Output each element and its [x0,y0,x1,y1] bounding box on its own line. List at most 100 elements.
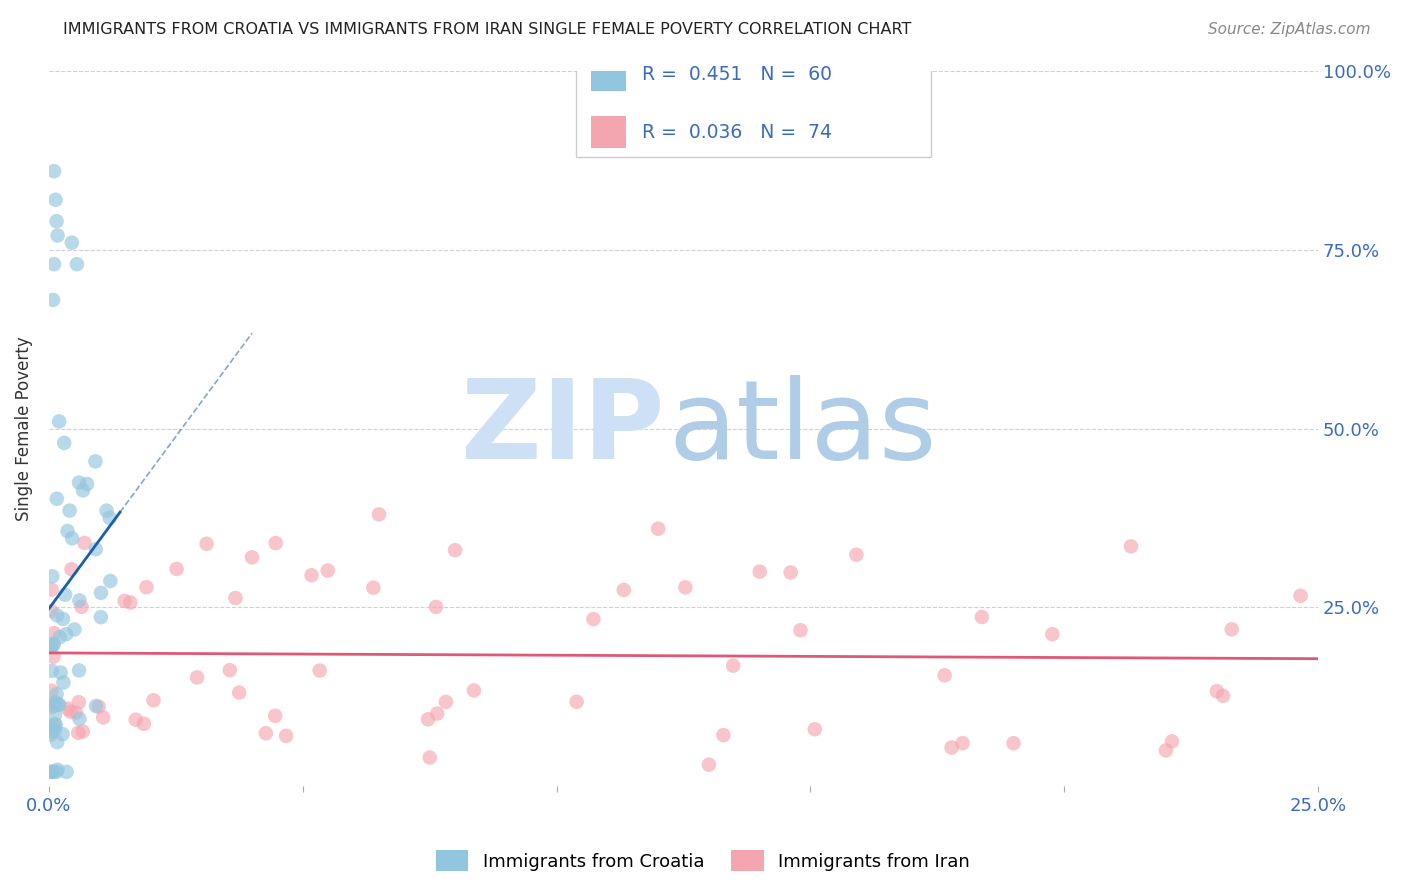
Point [42,764,65,779]
Point [98,511,121,525]
Point [434,695,457,709]
Point [970,610,993,624]
Point [44,698,66,713]
Point [264,708,287,723]
Point [84,542,107,557]
Point [39,640,62,654]
Point [72,724,94,739]
Point [59,503,82,517]
Point [463,683,485,698]
Point [90,610,112,624]
Point [1154,743,1177,757]
Point [41,700,63,714]
Point [166,562,188,576]
Point [132,716,155,731]
Point [59,705,82,719]
Point [1220,623,1243,637]
Point [1205,684,1227,698]
Point [42,164,65,178]
Point [76,477,98,491]
Point [565,695,588,709]
Point [721,658,744,673]
Point [186,670,208,684]
Point [934,668,956,682]
Point [254,726,277,740]
Point [56,524,79,538]
Text: R =  0.451   N =  60: R = 0.451 N = 60 [641,65,832,85]
Point [45,718,67,732]
Point [228,685,250,699]
Point [952,736,974,750]
Point [60,531,83,545]
Point [1161,734,1184,748]
Point [42,257,65,271]
Point [44,707,66,722]
Point [96,503,118,517]
Point [941,740,963,755]
Point [125,713,148,727]
Point [613,582,636,597]
Point [1289,589,1312,603]
Point [46,608,69,623]
Point [42,637,65,651]
Point [582,612,605,626]
Point [240,550,263,565]
Point [52,727,75,741]
Point [55,627,77,641]
Point [67,726,90,740]
Point [73,536,96,550]
Point [419,750,441,764]
Point [46,228,69,243]
Point [416,712,439,726]
Point [52,675,75,690]
Point [70,599,93,614]
Point [1119,540,1142,554]
Point [45,491,67,506]
Point [845,548,868,562]
Point [308,664,330,678]
Point [41,683,63,698]
Point [60,235,83,250]
Point [49,630,72,644]
Point [65,706,87,720]
Text: ZIP: ZIP [461,376,665,482]
Point [67,475,90,490]
Point [39,728,62,742]
Point [224,591,246,605]
Point [55,764,77,779]
FancyBboxPatch shape [591,116,627,148]
Point [42,293,65,307]
Point [46,763,69,777]
Text: Source: ZipAtlas.com: Source: ZipAtlas.com [1208,22,1371,37]
Point [779,566,801,580]
Point [48,698,70,712]
Point [647,522,669,536]
Point [67,664,90,678]
Legend: Immigrants from Croatia, Immigrants from Iran: Immigrants from Croatia, Immigrants from… [429,843,977,879]
Point [67,695,90,709]
Point [45,193,67,207]
Point [39,764,62,779]
Point [56,702,79,716]
Point [114,594,136,608]
Point [363,581,385,595]
Point [41,724,63,739]
Point [67,593,90,607]
Point [48,414,70,428]
Point [218,663,240,677]
Point [41,569,63,583]
Point [46,735,69,749]
Point [42,626,65,640]
Point [41,720,63,734]
Point [803,723,825,737]
Point [44,696,66,710]
FancyBboxPatch shape [575,64,931,157]
Point [84,454,107,468]
Point [45,764,67,779]
Point [41,604,63,618]
Point [120,596,142,610]
Point [1212,689,1234,703]
Point [44,723,66,738]
Point [52,612,75,626]
Point [72,483,94,498]
